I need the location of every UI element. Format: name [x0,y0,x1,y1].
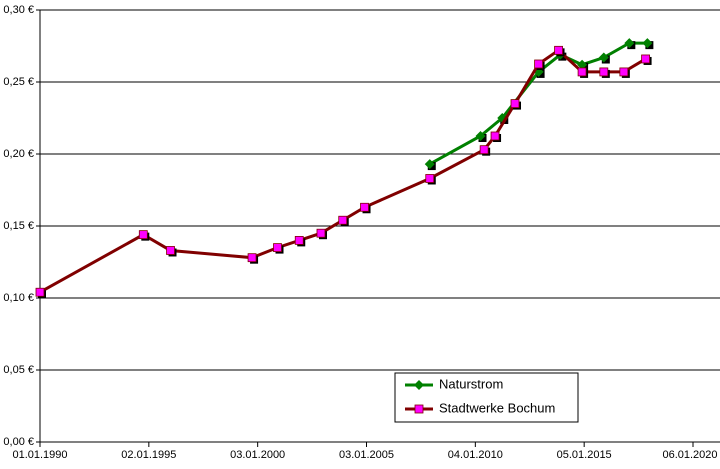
x-tick-label: 03.01.2000 [230,449,285,461]
marker [247,253,257,263]
legend-label: Naturstrom [439,376,503,391]
marker [273,243,282,253]
marker [599,67,609,77]
marker [166,246,175,255]
marker [598,52,609,63]
x-tick-label: 06.01.2020 [662,449,717,461]
marker [425,174,435,183]
y-tick-label: 0,05 € [3,364,34,376]
series-line [39,48,647,294]
y-tick-label: 0,25 € [3,76,34,88]
marker [479,145,489,155]
x-tick-label: 01.01.1990 [12,449,67,461]
marker [424,159,435,170]
y-tick-label: 0,00 € [3,436,34,448]
x-tick-label: 05.01.2015 [557,449,612,461]
marker [490,131,500,141]
marker [641,54,650,64]
x-tick-label: 03.01.2005 [339,449,394,461]
legend-marker [414,404,424,414]
marker [554,45,563,55]
legend-box [394,372,579,423]
marker [619,67,629,77]
marker [642,38,653,49]
marker [534,59,543,69]
marker [338,215,348,225]
marker [577,67,587,77]
marker [624,38,635,49]
marker [475,131,486,141]
legend-label: Stadtwerke Bochum [439,400,555,415]
y-tick-label: 0,15 € [3,220,34,232]
marker [138,230,148,240]
marker [510,99,520,108]
legend: Naturstrom Stadtwerke Bochum [394,372,579,423]
x-tick-label: 02.01.1995 [121,449,176,461]
y-tick-label: 0,30 € [3,4,34,16]
x-tick-label: 04.01.2010 [448,449,503,461]
marker [35,287,45,297]
marker [577,59,588,70]
marker [316,228,326,238]
y-tick-label: 0,10 € [3,292,34,304]
legend-marker [414,380,424,390]
marker [294,235,304,245]
y-tick-label: 0,20 € [3,148,34,160]
marker [360,202,369,212]
